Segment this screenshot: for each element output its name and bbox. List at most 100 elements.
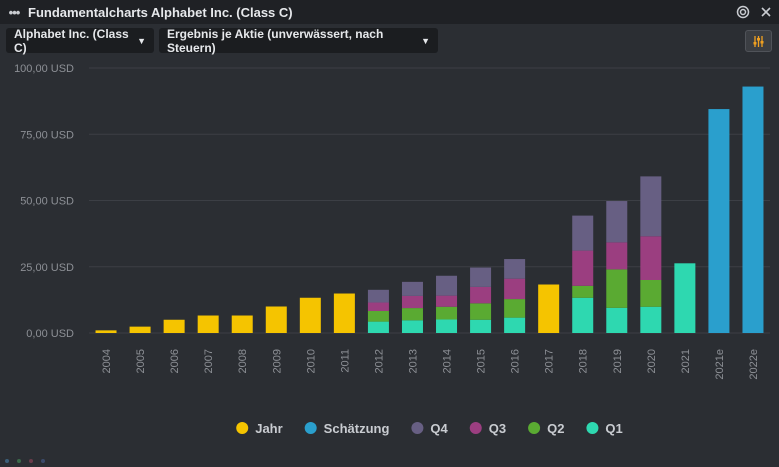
legend-swatch [586, 422, 599, 434]
legend-item-q3[interactable]: Q3 [469, 421, 506, 436]
bar-q3-2012[interactable] [367, 302, 389, 312]
x-tick-label: 2017 [544, 349, 556, 373]
bar-q2-2016[interactable] [504, 299, 526, 318]
bar-q2-2014[interactable] [436, 306, 458, 320]
bar-q3-2015[interactable] [470, 286, 492, 304]
bar-q1-2020[interactable] [640, 306, 662, 333]
bar-jahr-2011[interactable] [333, 293, 355, 333]
bar-q4-2016[interactable] [504, 259, 526, 279]
bar-q2-2012[interactable] [367, 311, 389, 322]
legend-label: Q3 [489, 421, 506, 436]
legend-label: Q4 [430, 421, 448, 436]
x-tick-label: 2016 [510, 349, 522, 373]
stock-dropdown[interactable]: Alphabet Inc. (Class C) ▼ [6, 26, 154, 55]
x-tick-label: 2004 [101, 349, 113, 373]
x-tick-label: 2009 [271, 349, 283, 373]
legend-item-jahr[interactable]: Jahr [236, 421, 283, 436]
bar-q4-2012[interactable] [367, 289, 389, 303]
bar-schätzung-2021e[interactable] [708, 109, 730, 333]
bar-q4-2014[interactable] [436, 275, 458, 296]
bar-q4-2018[interactable] [572, 215, 594, 251]
legend-swatch [304, 422, 317, 434]
bar-q3-2016[interactable] [504, 278, 526, 300]
x-tick-label: 2019 [612, 349, 624, 373]
status-dots [5, 459, 45, 463]
x-tick-label: 2021e [714, 349, 726, 380]
bar-jahr-2010[interactable] [299, 297, 321, 333]
status-dot [17, 459, 21, 463]
chevron-down-icon: ▼ [421, 35, 430, 46]
bar-q3-2020[interactable] [640, 236, 662, 280]
legend-label: Q2 [547, 421, 564, 436]
maximize-icon[interactable] [734, 3, 752, 21]
bar-q2-2018[interactable] [572, 285, 594, 298]
bar-q4-2015[interactable] [470, 267, 492, 287]
x-tick-label: 2008 [237, 349, 249, 373]
bar-jahr-2009[interactable] [265, 306, 287, 334]
x-tick-label: 2012 [373, 349, 385, 373]
bar-q2-2019[interactable] [606, 269, 628, 308]
bar-q1-2019[interactable] [606, 307, 628, 333]
legend-swatch [411, 422, 424, 434]
legend-swatch [528, 422, 541, 434]
x-tick-label: 2021 [680, 349, 692, 373]
bar-q3-2018[interactable] [572, 250, 594, 286]
metric-dropdown-label: Ergebnis je Aktie (unverwässert, nach St… [167, 26, 384, 55]
menu-dots-icon[interactable]: ••• [8, 4, 21, 20]
legend-label: Schätzung [324, 421, 390, 436]
y-tick-label: 0,00 USD [26, 328, 74, 340]
legend-label: Q1 [605, 421, 622, 436]
y-tick-label: 100,00 USD [14, 63, 74, 75]
bar-schätzung-2022e[interactable] [742, 86, 764, 333]
legend-label: Jahr [255, 421, 282, 436]
bar-jahr-2005[interactable] [129, 326, 151, 333]
x-tick-label: 2007 [203, 349, 215, 373]
x-tick-label: 2011 [339, 349, 351, 373]
bar-jahr-2006[interactable] [163, 319, 185, 333]
y-tick-label: 50,00 USD [20, 196, 74, 208]
bar-q2-2015[interactable] [470, 303, 492, 320]
bar-q1-2016[interactable] [504, 317, 526, 333]
stock-dropdown-label: Alphabet Inc. (Class C) [14, 26, 129, 55]
bar-jahr-2004[interactable] [95, 330, 117, 333]
x-tick-label: 2022e [748, 349, 760, 380]
bar-jahr-2008[interactable] [231, 315, 253, 333]
bar-q1-2021[interactable] [674, 263, 696, 333]
title-bar: ••• Fundamentalcharts Alphabet Inc. (Cla… [0, 0, 779, 24]
bar-q1-2015[interactable] [470, 319, 492, 333]
bar-q3-2013[interactable] [401, 295, 423, 309]
bar-q4-2019[interactable] [606, 201, 628, 243]
bar-jahr-2007[interactable] [197, 315, 219, 333]
bar-q1-2013[interactable] [401, 320, 423, 333]
y-tick-label: 75,00 USD [20, 129, 74, 141]
toolbar: Alphabet Inc. (Class C) ▼ Ergebnis je Ak… [0, 24, 779, 60]
window-title: Fundamentalcharts Alphabet Inc. (Class C… [28, 4, 293, 20]
bar-q4-2013[interactable] [401, 281, 423, 296]
legend-item-q2[interactable]: Q2 [528, 421, 564, 436]
chevron-down-icon: ▼ [137, 35, 146, 46]
chart-settings-button[interactable] [745, 30, 772, 52]
bar-q4-2020[interactable] [640, 176, 662, 237]
bar-q3-2014[interactable] [436, 295, 458, 307]
sliders-icon [753, 35, 764, 47]
legend-item-q4[interactable]: Q4 [411, 421, 449, 436]
bar-q2-2013[interactable] [401, 308, 423, 321]
bar-jahr-2017[interactable] [538, 284, 560, 333]
close-icon[interactable] [757, 3, 775, 21]
legend-item-schätzung[interactable]: Schätzung [304, 421, 390, 436]
legend-item-q1[interactable]: Q1 [586, 421, 623, 436]
x-tick-label: 2015 [476, 349, 488, 373]
x-tick-label: 2020 [646, 349, 658, 373]
status-dot [29, 459, 33, 463]
status-dot [41, 459, 45, 463]
bar-q1-2014[interactable] [436, 319, 458, 333]
bar-q1-2018[interactable] [572, 297, 594, 333]
bar-q3-2019[interactable] [606, 242, 628, 270]
metric-dropdown[interactable]: Ergebnis je Aktie (unverwässert, nach St… [159, 26, 438, 55]
bar-q2-2020[interactable] [640, 280, 662, 307]
bar-q1-2012[interactable] [367, 321, 389, 333]
y-tick-label: 25,00 USD [20, 262, 74, 274]
legend-swatch [236, 422, 249, 434]
